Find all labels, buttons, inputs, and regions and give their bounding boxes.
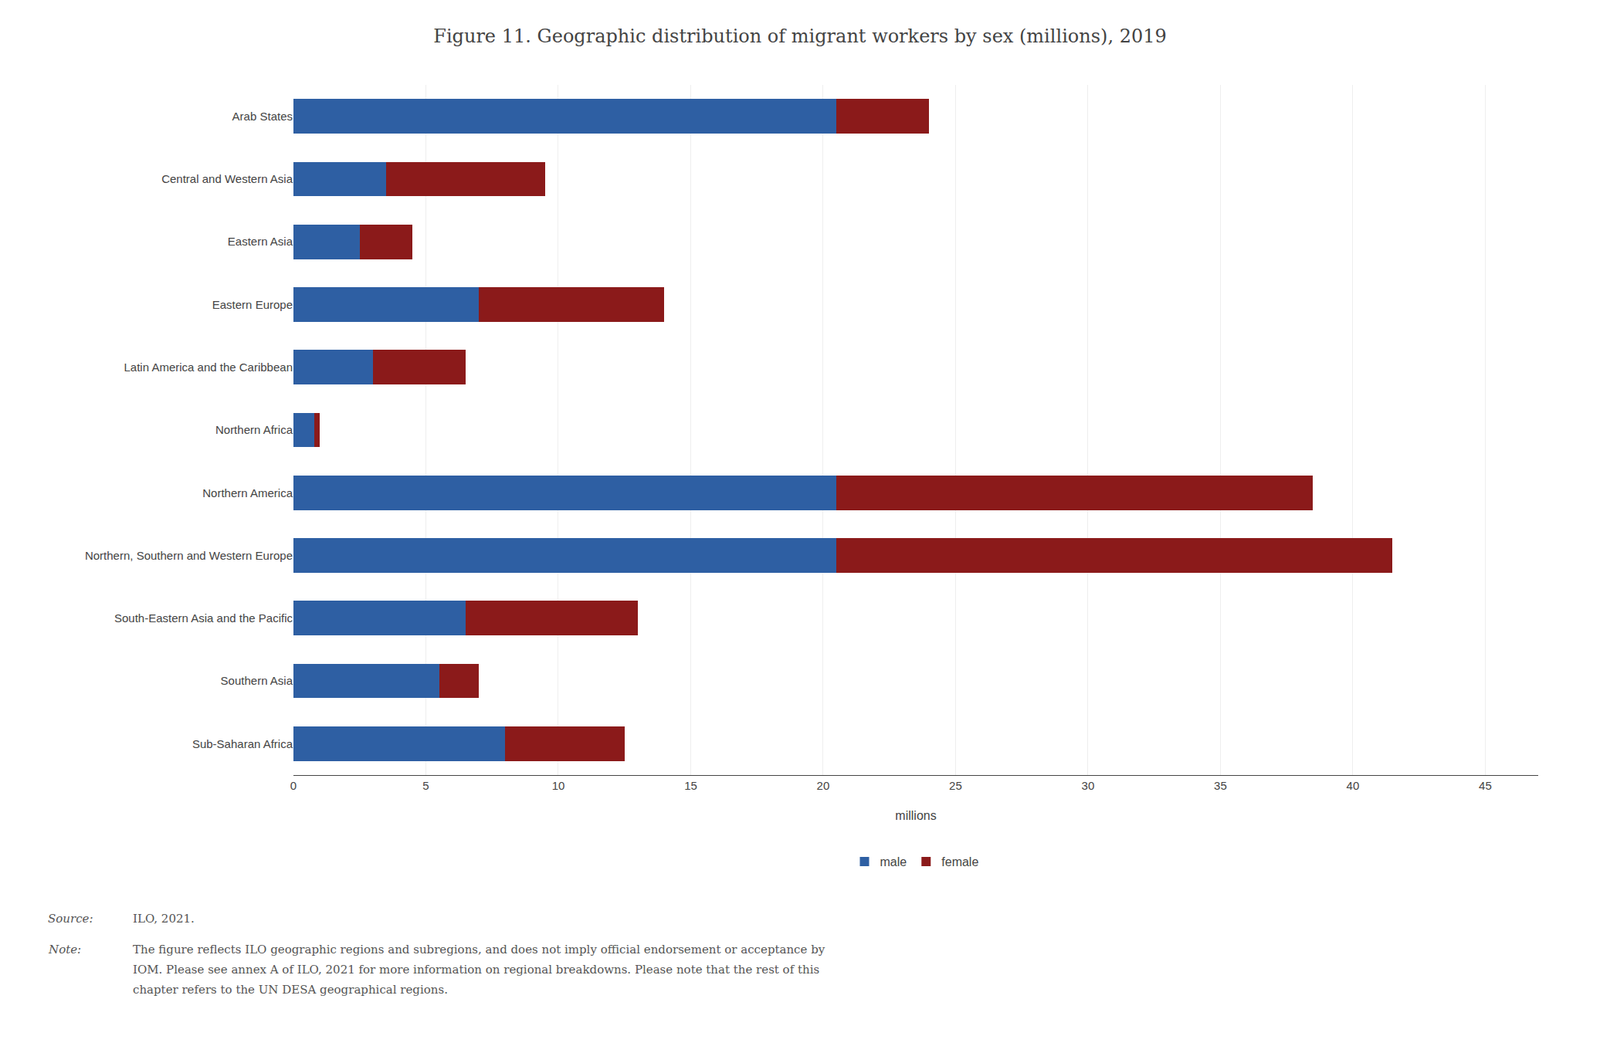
svg-text:5: 5	[422, 779, 429, 793]
svg-text:15: 15	[684, 779, 698, 793]
svg-text:female: female	[941, 855, 979, 869]
svg-text:Northern America: Northern America	[202, 486, 293, 500]
svg-text:20: 20	[816, 779, 831, 793]
svg-text:Arab States: Arab States	[232, 109, 293, 123]
svg-text:The figure reflects ILO geogra: The figure reflects ILO geographic regio…	[132, 942, 826, 957]
svg-text:Northern Africa: Northern Africa	[215, 423, 294, 437]
svg-text:male: male	[880, 855, 908, 869]
svg-text:millions: millions	[894, 809, 936, 823]
svg-text:ILO, 2021.: ILO, 2021.	[132, 911, 195, 926]
svg-text:South-Eastern Asia and the Pac: South-Eastern Asia and the Pacific	[114, 611, 293, 625]
svg-text:25: 25	[949, 779, 963, 793]
svg-text:Eastern Europe: Eastern Europe	[212, 298, 293, 312]
svg-text:Note:: Note:	[47, 942, 82, 957]
svg-text:Eastern Asia: Eastern Asia	[227, 234, 294, 248]
svg-text:chapter refers to the UN DESA: chapter refers to the UN DESA geographic…	[132, 983, 448, 997]
svg-text:Source:: Source:	[47, 911, 93, 926]
svg-text:Central and Western Asia: Central and Western Asia	[161, 172, 293, 186]
svg-text:35: 35	[1213, 779, 1228, 793]
svg-text:Northern, Southern and Western: Northern, Southern and Western Europe	[84, 549, 293, 563]
svg-text:30: 30	[1081, 779, 1095, 793]
svg-text:10: 10	[552, 779, 566, 793]
svg-text:0: 0	[290, 779, 297, 793]
svg-text:Figure 11. Geographic distribu: Figure 11. Geographic distribution of mi…	[433, 25, 1167, 48]
svg-text:Sub-Saharan Africa: Sub-Saharan Africa	[192, 737, 294, 751]
svg-text:40: 40	[1346, 779, 1360, 793]
svg-text:Southern Asia: Southern Asia	[220, 674, 294, 688]
svg-text:Latin America and the Caribbea: Latin America and the Caribbean	[124, 360, 293, 374]
svg-text:IOM. Please see annex A of ILO: IOM. Please see annex A of ILO, 2021 for…	[132, 962, 820, 977]
svg-text:45: 45	[1478, 779, 1492, 793]
